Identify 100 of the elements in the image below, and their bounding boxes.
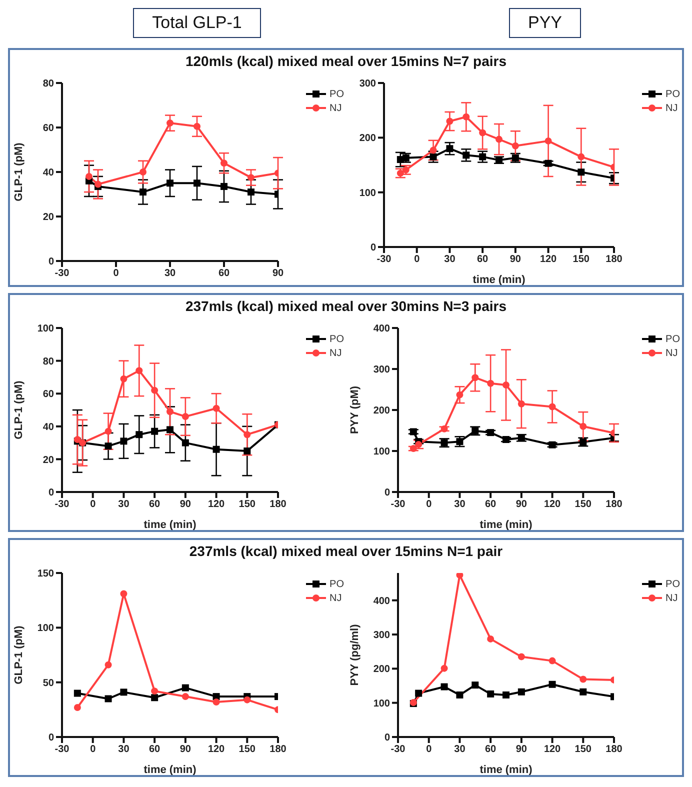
y-axis-title: GLP-1 (pM) <box>12 142 25 202</box>
point <box>502 381 510 388</box>
x-tick-label: 180 <box>606 254 623 266</box>
point <box>580 688 587 696</box>
x-tick-label: 150 <box>572 254 590 266</box>
point <box>212 446 220 453</box>
point <box>440 683 448 690</box>
point <box>518 434 525 442</box>
point <box>182 684 189 692</box>
legend-label: NJ <box>330 592 342 604</box>
y-tick-label: 0 <box>384 488 390 499</box>
x-tick-label: 120 <box>208 744 226 756</box>
x-tick-label: 180 <box>270 744 287 756</box>
x-tick-label: 150 <box>238 499 256 510</box>
point <box>120 375 128 382</box>
x-tick-label: 60 <box>485 744 497 756</box>
point <box>182 439 189 446</box>
point <box>512 154 519 162</box>
legend-label: PO <box>330 334 344 344</box>
y-tick-label: 20 <box>42 212 54 224</box>
point <box>548 403 556 410</box>
point <box>462 152 470 159</box>
point <box>502 436 510 444</box>
y-tick-label: 40 <box>42 168 54 179</box>
point <box>151 428 158 435</box>
x-axis-title: time (min) <box>480 764 533 776</box>
point <box>544 160 552 167</box>
point <box>120 688 128 696</box>
point <box>512 142 519 150</box>
y-tick-label: 400 <box>373 596 390 607</box>
point <box>248 174 254 182</box>
y-tick-label: 100 <box>37 324 54 335</box>
point <box>194 180 200 187</box>
point <box>410 428 417 436</box>
point <box>182 693 189 700</box>
point <box>120 438 128 445</box>
point <box>104 442 112 450</box>
y-tick-label: 0 <box>384 732 390 744</box>
point <box>430 153 437 160</box>
point <box>446 118 454 125</box>
x-tick-label: -30 <box>376 254 392 266</box>
point <box>456 573 464 579</box>
x-tick-label: 90 <box>272 268 284 280</box>
legend-label: NJ <box>666 348 678 358</box>
point <box>440 664 448 672</box>
point <box>166 180 174 187</box>
point <box>136 367 143 374</box>
point <box>479 153 486 160</box>
y-tick-label: 400 <box>373 324 390 335</box>
point <box>212 404 220 412</box>
y-tick-label: 300 <box>359 78 376 90</box>
point <box>244 448 251 454</box>
x-tick-label: 60 <box>485 499 497 510</box>
text: Total GLP-1 <box>133 8 261 38</box>
x-axis-title: time (min) <box>480 519 533 531</box>
x-tick-label: 60 <box>477 254 489 266</box>
point <box>182 413 189 420</box>
y-axis-title: PYY (pM) <box>348 386 361 434</box>
point <box>548 657 556 664</box>
point <box>248 188 254 196</box>
point <box>151 694 158 702</box>
legend-label: PO <box>330 88 344 100</box>
x-axis-title: time (min) <box>144 764 197 776</box>
point <box>578 168 585 176</box>
y-tick-label: 0 <box>48 488 54 499</box>
x-tick-label: 30 <box>164 268 176 280</box>
y-tick-label: 60 <box>42 123 54 134</box>
point <box>74 704 81 711</box>
y-tick-label: 300 <box>373 630 390 642</box>
y-tick-label: 100 <box>359 188 376 199</box>
legend-label: NJ <box>330 102 342 114</box>
point <box>496 136 502 143</box>
point <box>548 680 556 688</box>
x-tick-label: 0 <box>426 744 432 756</box>
point <box>244 431 251 438</box>
y-tick-label: 300 <box>373 364 390 376</box>
point <box>502 691 510 698</box>
point <box>479 129 486 136</box>
point <box>578 153 585 160</box>
point <box>580 422 587 430</box>
point <box>446 145 454 152</box>
point <box>212 698 220 706</box>
x-tick-label: 0 <box>113 268 120 280</box>
point <box>518 400 525 408</box>
x-tick-label: 120 <box>540 254 558 266</box>
x-tick-label: 60 <box>149 499 161 510</box>
x-tick-label: -30 <box>54 744 70 756</box>
point <box>487 380 494 387</box>
y-axis-title: GLP-1 (pM) <box>12 380 25 440</box>
y-tick-label: 50 <box>42 678 54 689</box>
point <box>548 441 556 448</box>
y-tick-label: 20 <box>42 454 54 466</box>
y-tick-label: 80 <box>42 356 54 368</box>
point <box>472 427 479 434</box>
point <box>151 688 158 695</box>
x-tick-label: 0 <box>426 499 432 510</box>
point <box>166 408 174 416</box>
point <box>86 172 92 180</box>
point <box>440 425 448 432</box>
x-tick-label: 30 <box>454 744 466 756</box>
